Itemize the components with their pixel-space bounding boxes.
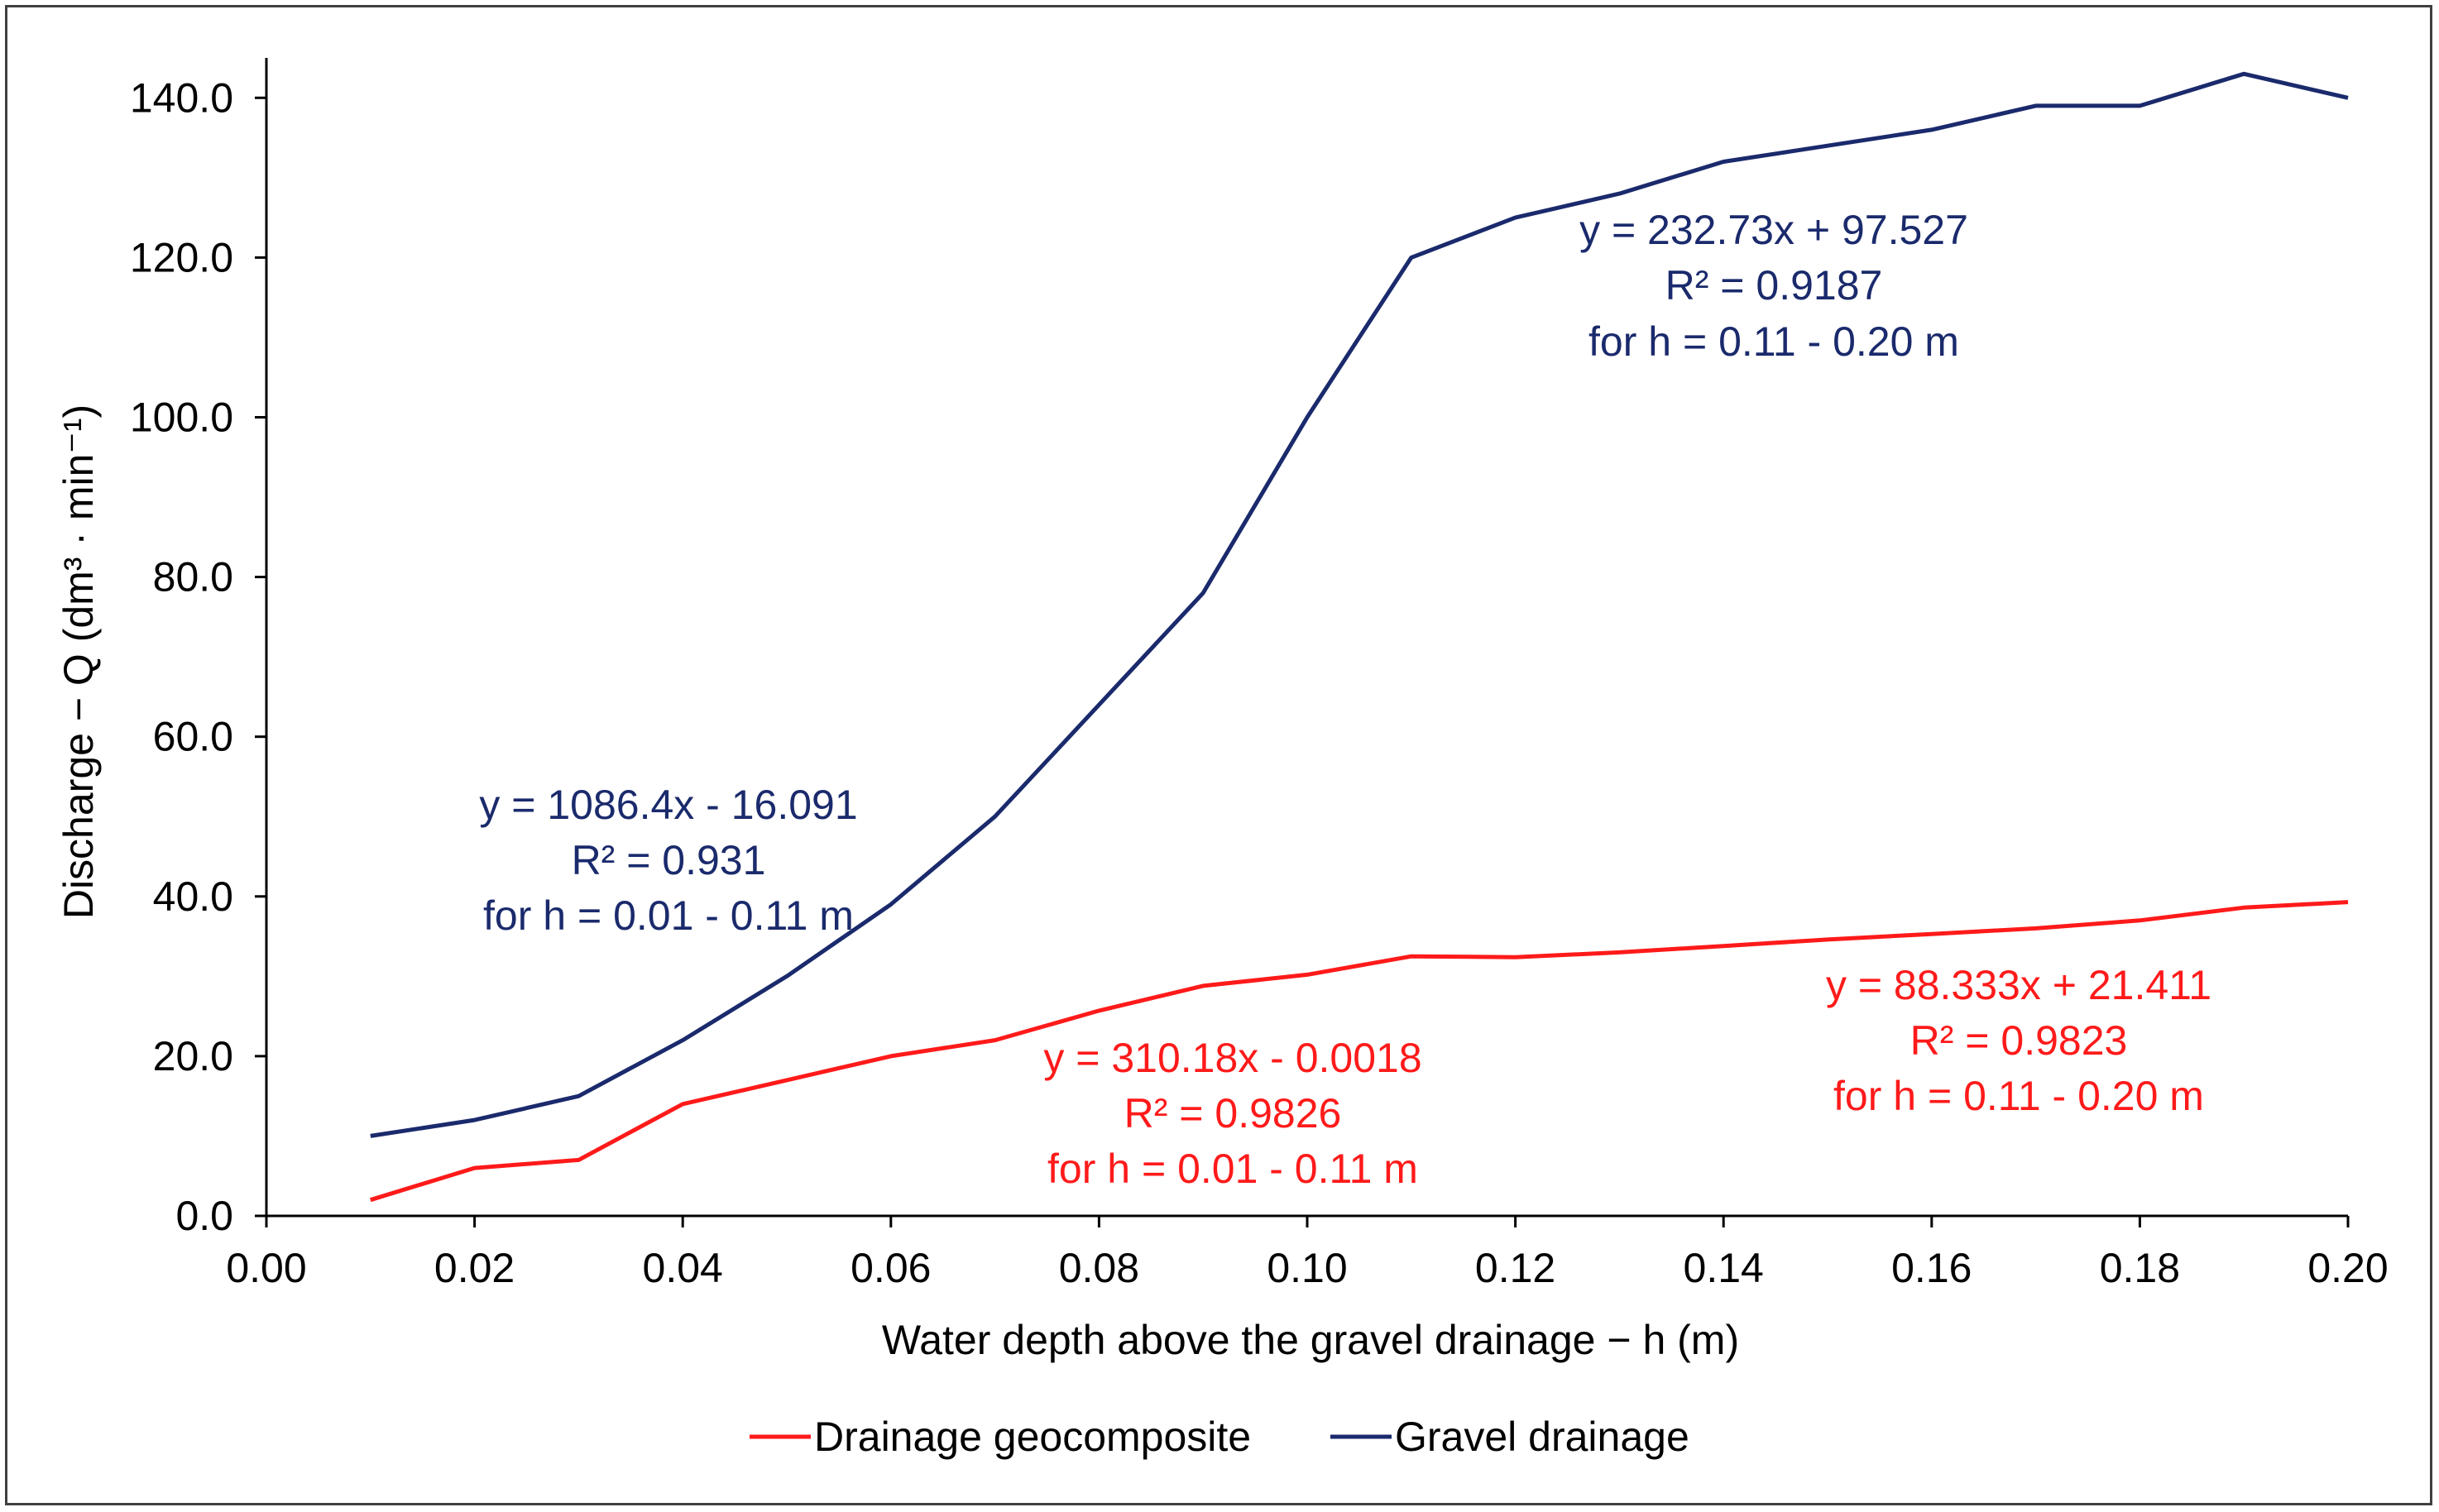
annotation-gravel-low: y = 1086.4x - 16.091 R² = 0.931 for h = …: [479, 782, 857, 939]
annotation-range: for h = 0.01 - 0.11 m: [1047, 1146, 1418, 1192]
legend-label-drainage-geocomposite: Drainage geocomposite: [814, 1414, 1251, 1460]
tick-labels: 0.00 0.02 0.04 0.06 0.08 0.10 0.12 0.14 0.16 0.18…: [130, 74, 2389, 1291]
x-tick-label: 0.02: [434, 1245, 515, 1291]
annotation-range: for h = 0.11 - 0.20 m: [1833, 1073, 2204, 1119]
x-tick-label: 0.08: [1059, 1245, 1139, 1291]
annotation-gravel-high: y = 232.73x + 97.527 R² = 0.9187 for h =…: [1579, 207, 1968, 365]
annotation-range: for h = 0.01 - 0.11 m: [483, 892, 854, 939]
annotation-r-squared: R² = 0.9187: [1665, 262, 1883, 309]
y-tick-label: 40.0: [153, 873, 233, 920]
x-tick-label: 0.10: [1267, 1245, 1347, 1291]
x-axis-label: Water depth above the gravel drainage − …: [882, 1317, 1739, 1363]
axes: [255, 58, 2350, 1227]
y-tick-label: 80.0: [153, 554, 233, 600]
x-tick-label: 0.14: [1684, 1245, 1764, 1291]
annotation-geocomposite-low: y = 310.18x - 0.0018 R² = 0.9826 for h =…: [1043, 1035, 1421, 1192]
annotation-r-squared: R² = 0.931: [572, 837, 766, 883]
y-tick-label: 140.0: [130, 74, 233, 121]
y-axis-label: Discharge − Q (dm³ · min⁻¹): [55, 404, 102, 919]
legend: Drainage geocomposite Gravel drainage: [750, 1414, 1689, 1460]
annotation-r-squared: R² = 0.9826: [1124, 1090, 1342, 1136]
series-line-gravel-drainage: [370, 71, 2349, 1138]
annotation-geocomposite-high: y = 88.333x + 21.411 R² = 0.9823 for h =…: [1826, 962, 2211, 1119]
x-tick-label: 0.06: [851, 1245, 931, 1291]
annotation-range: for h = 0.11 - 0.20 m: [1588, 318, 1959, 365]
x-tick-label: 0.12: [1475, 1245, 1555, 1291]
legend-label-gravel-drainage: Gravel drainage: [1395, 1414, 1689, 1460]
x-tick-label: 0.04: [643, 1245, 723, 1291]
annotation-r-squared: R² = 0.9823: [1910, 1017, 2128, 1064]
x-tick-label: 0.18: [2100, 1245, 2180, 1291]
x-tick-label: 0.00: [226, 1245, 306, 1291]
chart-frame: [5, 5, 2432, 1505]
annotation-equation: y = 310.18x - 0.0018: [1043, 1035, 1421, 1081]
x-tick-label: 0.20: [2307, 1245, 2388, 1291]
y-tick-label: 0.0: [175, 1193, 233, 1239]
y-tick-label: 20.0: [153, 1033, 233, 1079]
x-tick-label: 0.16: [1891, 1245, 1972, 1291]
series-lines: [370, 71, 2349, 1203]
annotation-equation: y = 232.73x + 97.527: [1579, 207, 1968, 253]
y-tick-label: 60.0: [153, 714, 233, 760]
y-tick-label: 120.0: [130, 234, 233, 280]
annotation-equation: y = 1086.4x - 16.091: [479, 782, 857, 828]
series-line-drainage-geocomposite: [370, 900, 2349, 1203]
annotation-equation: y = 88.333x + 21.411: [1826, 962, 2211, 1008]
y-tick-label: 100.0: [130, 394, 233, 440]
